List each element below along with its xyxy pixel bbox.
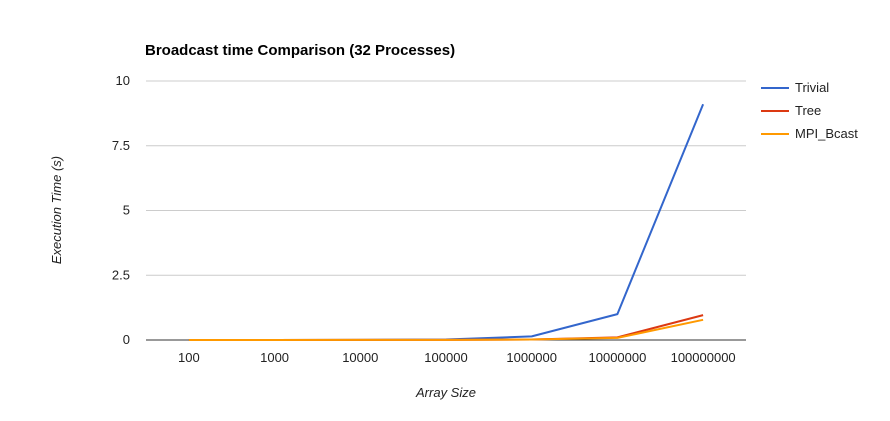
y-tick-label: 5 bbox=[123, 203, 130, 218]
legend-label: Trivial bbox=[795, 80, 829, 95]
series-lines bbox=[188, 103, 705, 341]
y-tick-label: 7.5 bbox=[112, 138, 130, 153]
x-tick-label: 10000 bbox=[342, 350, 378, 365]
y-tick-label: 10 bbox=[116, 73, 130, 88]
x-tick-label: 100000 bbox=[424, 350, 467, 365]
chart-title: Broadcast time Comparison (32 Processes) bbox=[145, 42, 455, 59]
y-axis-label: Execution Time (s) bbox=[49, 156, 64, 264]
x-tick-label: 100 bbox=[178, 350, 200, 365]
legend-label: MPI_Bcast bbox=[795, 126, 858, 141]
y-axis-ticks: 0 2.5 5 7.5 10 bbox=[112, 73, 130, 347]
series-line-trivial bbox=[188, 103, 705, 341]
x-tick-label: 1000 bbox=[260, 350, 289, 365]
x-tick-label: 1000000 bbox=[506, 350, 557, 365]
y-tick-label: 0 bbox=[123, 332, 130, 347]
legend: Trivial Tree MPI_Bcast bbox=[761, 80, 858, 141]
x-tick-label: 10000000 bbox=[589, 350, 647, 365]
x-tick-label: 100000000 bbox=[671, 350, 736, 365]
x-axis-ticks: 100 1000 10000 100000 1000000 10000000 1000000… bbox=[178, 350, 736, 365]
y-tick-label: 2.5 bbox=[112, 267, 130, 282]
gridlines bbox=[146, 80, 746, 341]
series-line-mpi-bcast bbox=[188, 318, 704, 341]
legend-label: Tree bbox=[795, 103, 821, 118]
x-axis-label: Array Size bbox=[415, 385, 476, 400]
